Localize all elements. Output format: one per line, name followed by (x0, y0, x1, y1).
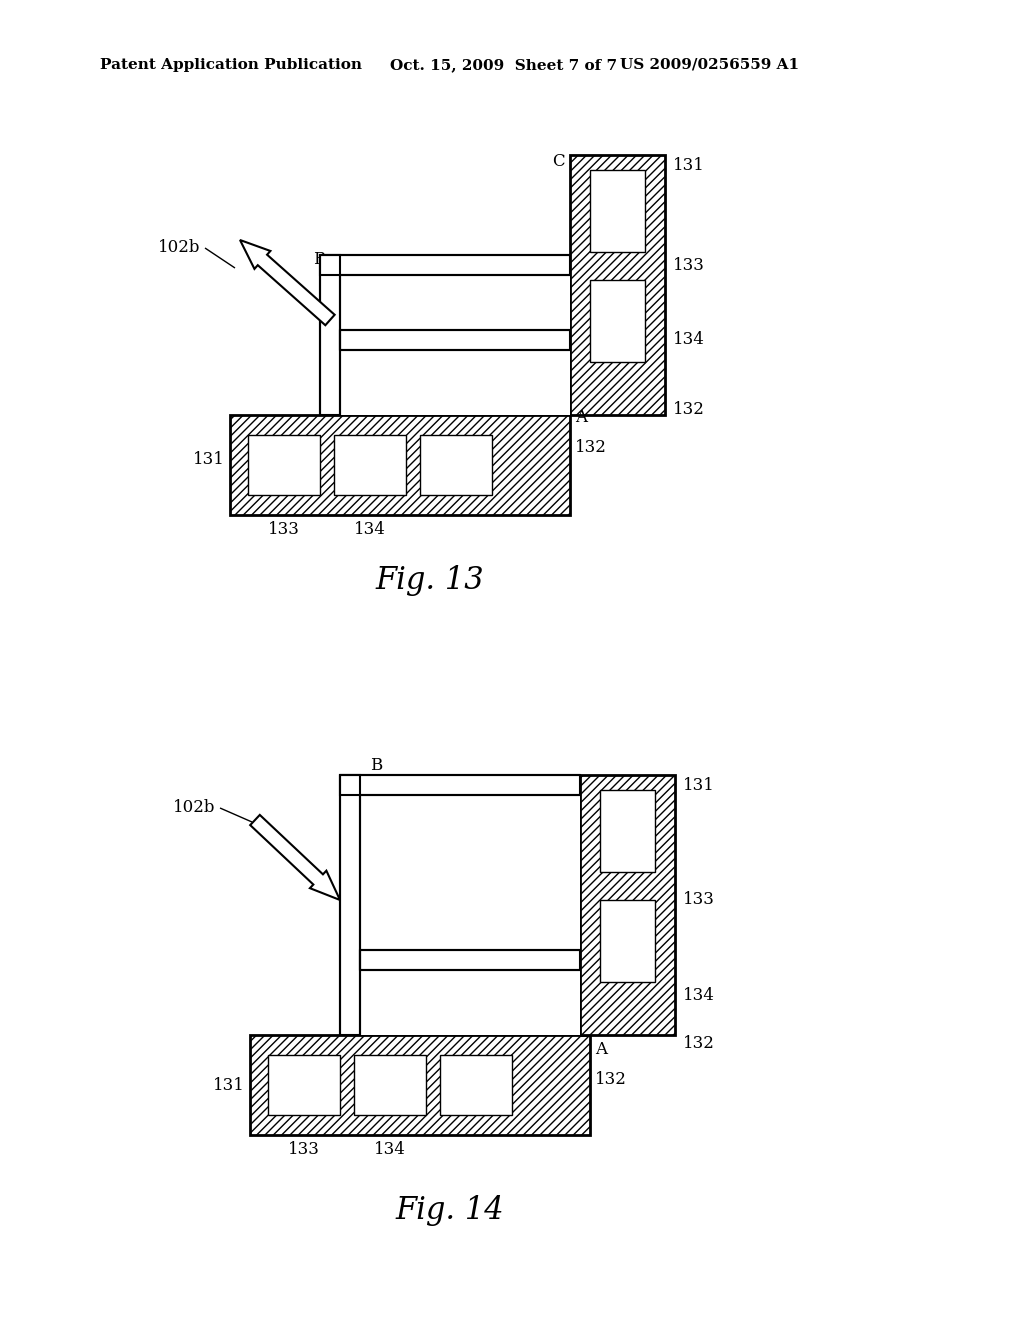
Text: 132: 132 (683, 1035, 715, 1052)
Text: A: A (595, 1041, 607, 1059)
Text: Fig. 13: Fig. 13 (376, 565, 484, 595)
Text: 102b: 102b (158, 239, 200, 256)
Bar (340, 330, 570, 350)
Bar (340, 775, 580, 795)
Bar (334, 436, 406, 495)
Bar (360, 795, 580, 950)
Bar (360, 950, 580, 970)
Text: Patent Application Publication: Patent Application Publication (100, 58, 362, 73)
Text: 131: 131 (673, 157, 705, 173)
Text: C: C (552, 153, 565, 170)
Text: 102b: 102b (172, 800, 215, 817)
Text: 134: 134 (354, 521, 386, 539)
Text: 133: 133 (673, 256, 705, 273)
Bar (580, 775, 675, 1035)
Bar (354, 1055, 426, 1115)
Bar (319, 255, 570, 275)
Bar (570, 154, 665, 414)
Bar (600, 900, 655, 982)
Bar (268, 1055, 340, 1115)
Bar (319, 255, 340, 414)
Text: Fig. 14: Fig. 14 (395, 1195, 504, 1225)
Text: 133: 133 (683, 891, 715, 908)
Text: 131: 131 (213, 1077, 245, 1093)
Polygon shape (240, 240, 335, 325)
Text: B: B (312, 252, 325, 268)
Bar (340, 275, 570, 330)
Text: Oct. 15, 2009  Sheet 7 of 7: Oct. 15, 2009 Sheet 7 of 7 (390, 58, 617, 73)
Text: 132: 132 (575, 440, 607, 457)
Bar (590, 280, 645, 362)
Text: 133: 133 (268, 521, 300, 539)
Text: 134: 134 (673, 331, 705, 348)
Text: US 2009/0256559 A1: US 2009/0256559 A1 (620, 58, 799, 73)
Bar (420, 436, 492, 495)
Bar (340, 775, 360, 1035)
Text: 134: 134 (374, 1142, 406, 1159)
Text: D: D (375, 929, 388, 946)
Text: 134: 134 (683, 986, 715, 1003)
Polygon shape (250, 814, 340, 900)
Text: B: B (370, 756, 382, 774)
Bar (248, 436, 319, 495)
Bar (250, 1035, 590, 1135)
Bar (590, 170, 645, 252)
Text: C: C (562, 775, 575, 792)
Bar (230, 414, 570, 515)
Text: D: D (350, 261, 364, 279)
Text: 131: 131 (683, 776, 715, 793)
Bar (360, 970, 580, 1035)
Text: A: A (575, 409, 587, 426)
Bar (440, 1055, 512, 1115)
Text: 133: 133 (288, 1142, 319, 1159)
Text: 131: 131 (194, 451, 225, 469)
Bar (600, 789, 655, 873)
Bar (340, 350, 570, 414)
Text: 132: 132 (673, 401, 705, 418)
Text: 132: 132 (595, 1072, 627, 1089)
